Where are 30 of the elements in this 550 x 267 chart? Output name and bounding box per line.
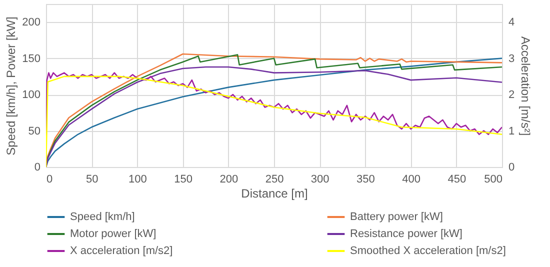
y2-axis-title: Acceleration [m/s²] <box>518 36 533 136</box>
x-tick-label: 50 <box>86 174 98 186</box>
x-tick-label: 450 <box>448 174 466 186</box>
legend-label: X acceleration [m/s2] <box>70 245 173 257</box>
legend-label: Speed [km/h] <box>70 211 135 223</box>
y2-tick-label: 3 <box>508 52 515 65</box>
x-tick-label: 400 <box>402 174 420 186</box>
y-tick-label: 50 <box>28 125 40 138</box>
y2-tick-label: 1 <box>508 125 515 138</box>
y-tick-label: 100 <box>22 89 40 102</box>
x-tick-label: 500 <box>484 174 502 186</box>
y2-tick-label: 0 <box>508 162 515 174</box>
legend-label: Smoothed X acceleration [m/s2] <box>350 245 506 257</box>
legend-label: Resistance power [kW] <box>350 228 462 240</box>
x-tick-label: 200 <box>220 174 238 186</box>
legend-label: Motor power [kW] <box>70 228 156 240</box>
y-tick-label: 0 <box>34 162 40 174</box>
x-tick-label: 250 <box>265 174 284 186</box>
legend-label: Battery power [kW] <box>350 211 443 223</box>
y-tick-label: 150 <box>22 52 40 65</box>
x-tick-label: 0 <box>46 174 53 186</box>
x-tick-label: 150 <box>174 174 192 186</box>
x-tick-label: 350 <box>356 174 375 186</box>
x-tick-label: 100 <box>128 174 147 186</box>
x-axis-title: Distance [m] <box>241 186 308 200</box>
x-tick-label: 300 <box>310 174 330 186</box>
y-axis-title: Speed [km/h], Power [kW] <box>4 16 18 156</box>
y-tick-label: 200 <box>22 16 40 29</box>
y2-tick-label: 4 <box>508 16 515 29</box>
y2-tick-label: 2 <box>508 89 515 102</box>
